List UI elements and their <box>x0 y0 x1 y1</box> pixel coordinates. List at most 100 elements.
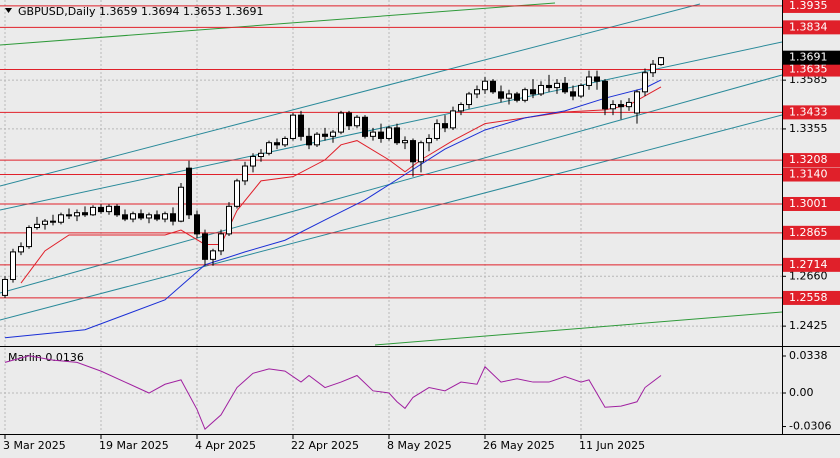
trend-line <box>0 2 556 46</box>
x-tick-label: 11 Jun 2025 <box>579 439 645 452</box>
candle <box>418 140 424 173</box>
candle-body <box>362 116 368 137</box>
level-label-box <box>783 167 840 182</box>
trend-line <box>374 311 783 346</box>
x-tick-label: 4 Apr 2025 <box>195 439 256 452</box>
candle-body <box>186 167 192 216</box>
candle <box>154 210 160 222</box>
candle-body <box>122 214 128 220</box>
candle <box>266 140 272 156</box>
candle-body <box>194 214 200 235</box>
candle <box>450 106 456 130</box>
candle <box>642 68 648 97</box>
y-tick-label: -0.0306 <box>789 420 831 433</box>
candle <box>194 210 200 239</box>
candle <box>18 242 24 256</box>
candle <box>322 127 328 141</box>
candle-body <box>130 213 136 220</box>
candle <box>258 149 264 162</box>
level-label: 1.3208 <box>789 153 828 166</box>
moving-average <box>4 79 662 339</box>
candle-body <box>42 220 48 225</box>
candle <box>114 204 120 217</box>
y-tick-label: 1.2425 <box>789 319 828 332</box>
candle <box>562 76 568 94</box>
candle-body <box>18 246 24 253</box>
candle-body <box>562 82 568 93</box>
candle <box>90 205 96 216</box>
candle <box>130 211 136 223</box>
level-label: 1.3140 <box>789 168 828 181</box>
candle <box>282 136 288 147</box>
candle-body <box>274 142 280 146</box>
candle-body <box>514 93 520 101</box>
candle-body <box>642 72 648 93</box>
candle <box>442 115 448 133</box>
candle-body <box>394 127 400 144</box>
candle-body <box>202 233 208 260</box>
candle-body <box>474 89 480 95</box>
candle <box>314 132 320 147</box>
candle-body <box>170 213 176 222</box>
candle-body <box>322 133 328 137</box>
candle-body <box>306 135 312 146</box>
candle <box>306 127 312 150</box>
level-label: 1.2865 <box>789 226 828 239</box>
chart-title: GBPUSD,Daily 1.3659 1.3694 1.3653 1.3691 <box>18 5 263 18</box>
candle-body <box>146 214 152 219</box>
candle <box>170 207 176 226</box>
candle-body <box>498 91 504 99</box>
candle-body <box>266 142 272 154</box>
candle <box>330 129 336 143</box>
candle <box>50 214 56 226</box>
x-tick-label: 26 May 2025 <box>483 439 555 452</box>
candle <box>490 79 496 94</box>
level-label: 1.3935 <box>789 0 828 12</box>
candle <box>218 229 224 256</box>
candle <box>538 81 544 97</box>
candle <box>378 123 384 143</box>
candle-body <box>650 63 656 74</box>
level-label-box <box>783 290 840 305</box>
candle-body <box>34 223 40 229</box>
candle-body <box>618 104 624 108</box>
y-tick-label: 0.00 <box>789 386 814 399</box>
level-label-box <box>783 0 840 13</box>
title-arrow <box>5 8 12 13</box>
candle-body <box>602 80 608 110</box>
candle <box>290 113 296 141</box>
candle-body <box>282 137 288 146</box>
candle-body <box>490 80 496 93</box>
candle-body <box>290 114 296 139</box>
candle-body <box>626 101 632 108</box>
candle <box>386 125 392 141</box>
candle-body <box>554 82 560 89</box>
candle <box>586 70 592 90</box>
candle <box>122 209 128 222</box>
channel-line <box>0 114 783 321</box>
candle <box>530 79 536 99</box>
level-label-box <box>783 225 840 240</box>
level-label: 1.3635 <box>789 63 828 76</box>
candle-body <box>66 214 72 217</box>
level-label: 1.3001 <box>789 197 828 210</box>
candle-body <box>178 186 184 222</box>
candle-body <box>162 213 168 220</box>
candle <box>66 208 72 220</box>
candle-body <box>402 140 408 144</box>
candle <box>34 216 40 230</box>
candle <box>58 212 64 225</box>
candle-body <box>250 155 256 167</box>
candle <box>458 102 464 116</box>
candle <box>634 89 640 124</box>
candle-body <box>530 89 536 95</box>
candle <box>210 248 216 266</box>
candle <box>370 127 376 141</box>
x-tick-label: 8 May 2025 <box>387 439 452 452</box>
candle-body <box>74 212 80 217</box>
candle <box>522 87 528 103</box>
candle-body <box>482 80 488 91</box>
candle-body <box>458 104 464 112</box>
candle-body <box>234 180 240 207</box>
